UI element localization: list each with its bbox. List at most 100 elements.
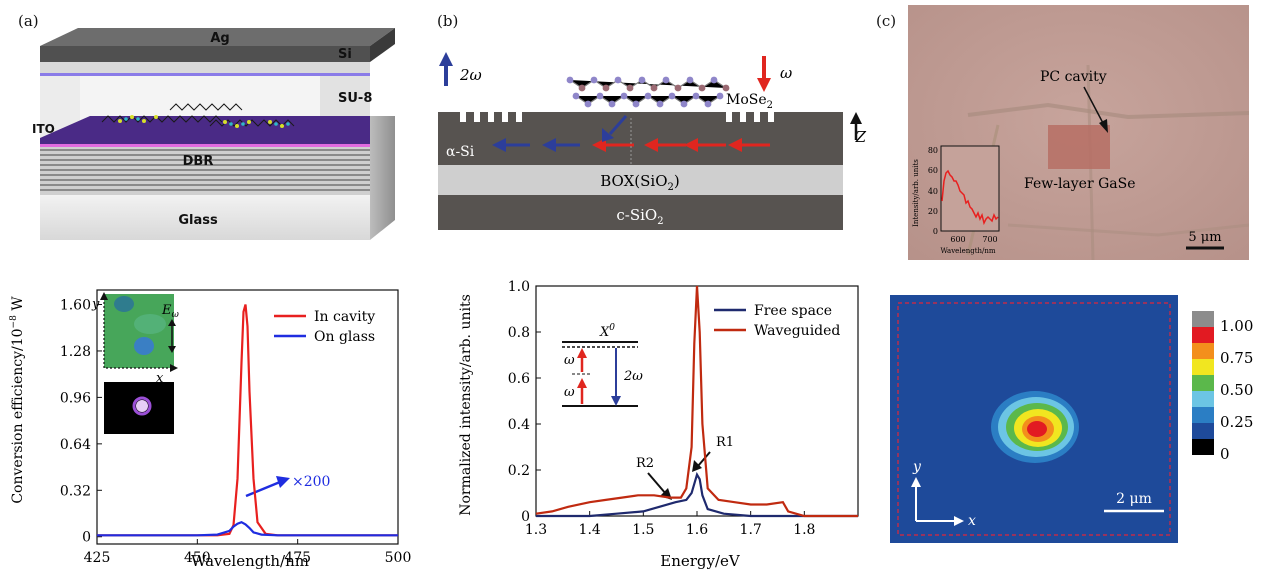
chart-e-xlabel: Energy/eV (660, 552, 741, 570)
mose2-flake (101, 103, 295, 127)
box-label: BOX(SiO2) (600, 172, 679, 193)
optical-micrograph: PC cavity Few-layer GaSe 5 μm 80 60 40 2… (908, 5, 1249, 260)
inset-ytick-80: 80 (928, 146, 938, 155)
gase-label: Few-layer GaSe (1024, 176, 1136, 192)
x-tick-label: 1.8 (793, 522, 815, 538)
box-layer (438, 165, 843, 195)
y-tick-label: 0.4 (508, 417, 530, 433)
y-tick-label: 0 (521, 509, 530, 525)
inset-ytick-20: 20 (928, 207, 938, 216)
map-x-axis: x (968, 513, 976, 529)
panel-e: Normalized intensity/arb. units Energy/e… (440, 270, 880, 573)
x-tick-label: 425 (84, 550, 111, 566)
mose2-label: MoSe2 (726, 92, 773, 111)
y-tick-label: 1.0 (508, 279, 530, 295)
y-tick-label: 1.28 (60, 344, 91, 360)
dbr-label: DBR (183, 154, 214, 169)
legend-label-0: Free space (754, 303, 832, 319)
ag-label: Ag (210, 31, 229, 46)
y-tick-label: 0.2 (508, 463, 530, 479)
y-tick-label: 0.8 (508, 325, 530, 341)
chart-e-ylabel: Normalized intensity/arb. units (458, 294, 474, 516)
colorbar-tick-075: 0.75 (1220, 349, 1253, 367)
colorbar-tick-025: 0.25 (1220, 413, 1253, 431)
y-tick-label: 0.96 (60, 390, 91, 406)
y-tick-label: 1.60 (60, 298, 91, 314)
exciton-label: X0 (599, 323, 615, 340)
plot-frame (535, 285, 859, 517)
waveguide-diagram: 2ω ω MoSe2 (438, 52, 867, 230)
colorbar-tick-0: 0 (1220, 445, 1230, 463)
inset-y-axis: y (91, 297, 100, 312)
panel-a-label: (a) (18, 12, 39, 30)
x-tick-label: 500 (385, 550, 412, 566)
inset-ylabel: Intensity/arb. units (912, 159, 920, 227)
colorbar-tick-050: 0.50 (1220, 381, 1253, 399)
chart-d-ylabel: Conversion efficiency/10−8 W (9, 296, 26, 504)
y-tick-label: 0 (82, 530, 91, 546)
inset-ytick-0: 0 (933, 227, 938, 236)
y-tick-label: 0.64 (60, 437, 91, 453)
inset-ytick-60: 60 (928, 166, 938, 175)
si-layer (40, 62, 370, 76)
panel-d: Conversion efficiency/10−8 W Wavelength/… (0, 270, 420, 573)
x-tick-label: 1.3 (525, 522, 547, 538)
x-tick-label: 1.6 (686, 522, 708, 538)
inset-x-axis: x (156, 371, 164, 386)
field-intensity-map: y x 2 μm 1.00 0.75 0.50 0.25 0 (890, 295, 1253, 543)
panel-c-label: (c) (876, 12, 897, 30)
glass-layer (40, 195, 370, 240)
panel-b: (b) 2ω ω MoSe2 (430, 0, 870, 250)
map-scale-bar-label: 2 μm (1116, 491, 1152, 507)
multiplier-label: ×200 (292, 474, 330, 490)
r2-label: R2 (636, 456, 654, 471)
x-tick-label: 450 (184, 550, 211, 566)
r1-label: R1 (716, 435, 734, 450)
conversion-efficiency-chart: Conversion efficiency/10−8 W Wavelength/… (9, 289, 412, 570)
plot-frame (96, 289, 399, 545)
map-y-axis: y (912, 459, 922, 475)
x-tick-label: 1.7 (740, 522, 762, 538)
series-line-1 (535, 285, 858, 518)
legend-label-0: In cavity (314, 309, 375, 325)
legend-label-1: On glass (314, 329, 375, 345)
series-line-0 (536, 471, 858, 518)
two-omega-transition-label: 2ω (623, 369, 643, 384)
glass-label: Glass (178, 213, 218, 228)
su8-label: SU-8 (338, 91, 372, 106)
omega-upper-label: ω (564, 353, 575, 368)
inset-xtick-700: 700 (982, 235, 997, 244)
x-tick-label: 475 (284, 550, 311, 566)
panel-f: y x 2 μm 1.00 0.75 0.50 0.25 0 (890, 295, 1269, 545)
z-axis-label: Z (855, 128, 867, 146)
scale-bar-label: 5 μm (1188, 230, 1221, 245)
dbr-layer (40, 116, 395, 240)
csio2-layer (438, 195, 843, 230)
pc-cavity-region (1048, 125, 1110, 169)
ito-label: ITO (32, 122, 55, 136)
y-tick-label: 0.6 (508, 371, 530, 387)
ito-layer (40, 116, 395, 144)
guided-arrows-blue (492, 115, 628, 152)
csio2-label: c-SiO2 (616, 206, 663, 227)
pc-cavity-label: PC cavity (1040, 69, 1107, 85)
series-line-1 (97, 520, 398, 537)
ag-layer (40, 28, 395, 46)
inset-field-label: Eω (161, 303, 180, 320)
si-label: Si (338, 47, 352, 62)
chart-d-xlabel: Wavelength/nm (191, 552, 309, 570)
x-tick-label: 1.5 (632, 522, 654, 538)
asi-label: α-Si (446, 144, 475, 160)
x-tick-label: 1.4 (579, 522, 601, 538)
inset-xlabel: Wavelength/nm (940, 247, 995, 255)
panel-b-label: (b) (437, 12, 459, 30)
inset-spectrum (941, 169, 999, 226)
legend-label-1: Waveguided (754, 323, 840, 339)
omega-lower-label: ω (564, 385, 575, 400)
omega-label: ω (780, 64, 792, 82)
colorbar-tick-100: 1.00 (1220, 317, 1253, 335)
asi-layer (438, 112, 843, 165)
mose2-lattice (566, 76, 730, 108)
panel-a: (a) (0, 0, 400, 250)
y-tick-label: 0.32 (60, 483, 91, 499)
